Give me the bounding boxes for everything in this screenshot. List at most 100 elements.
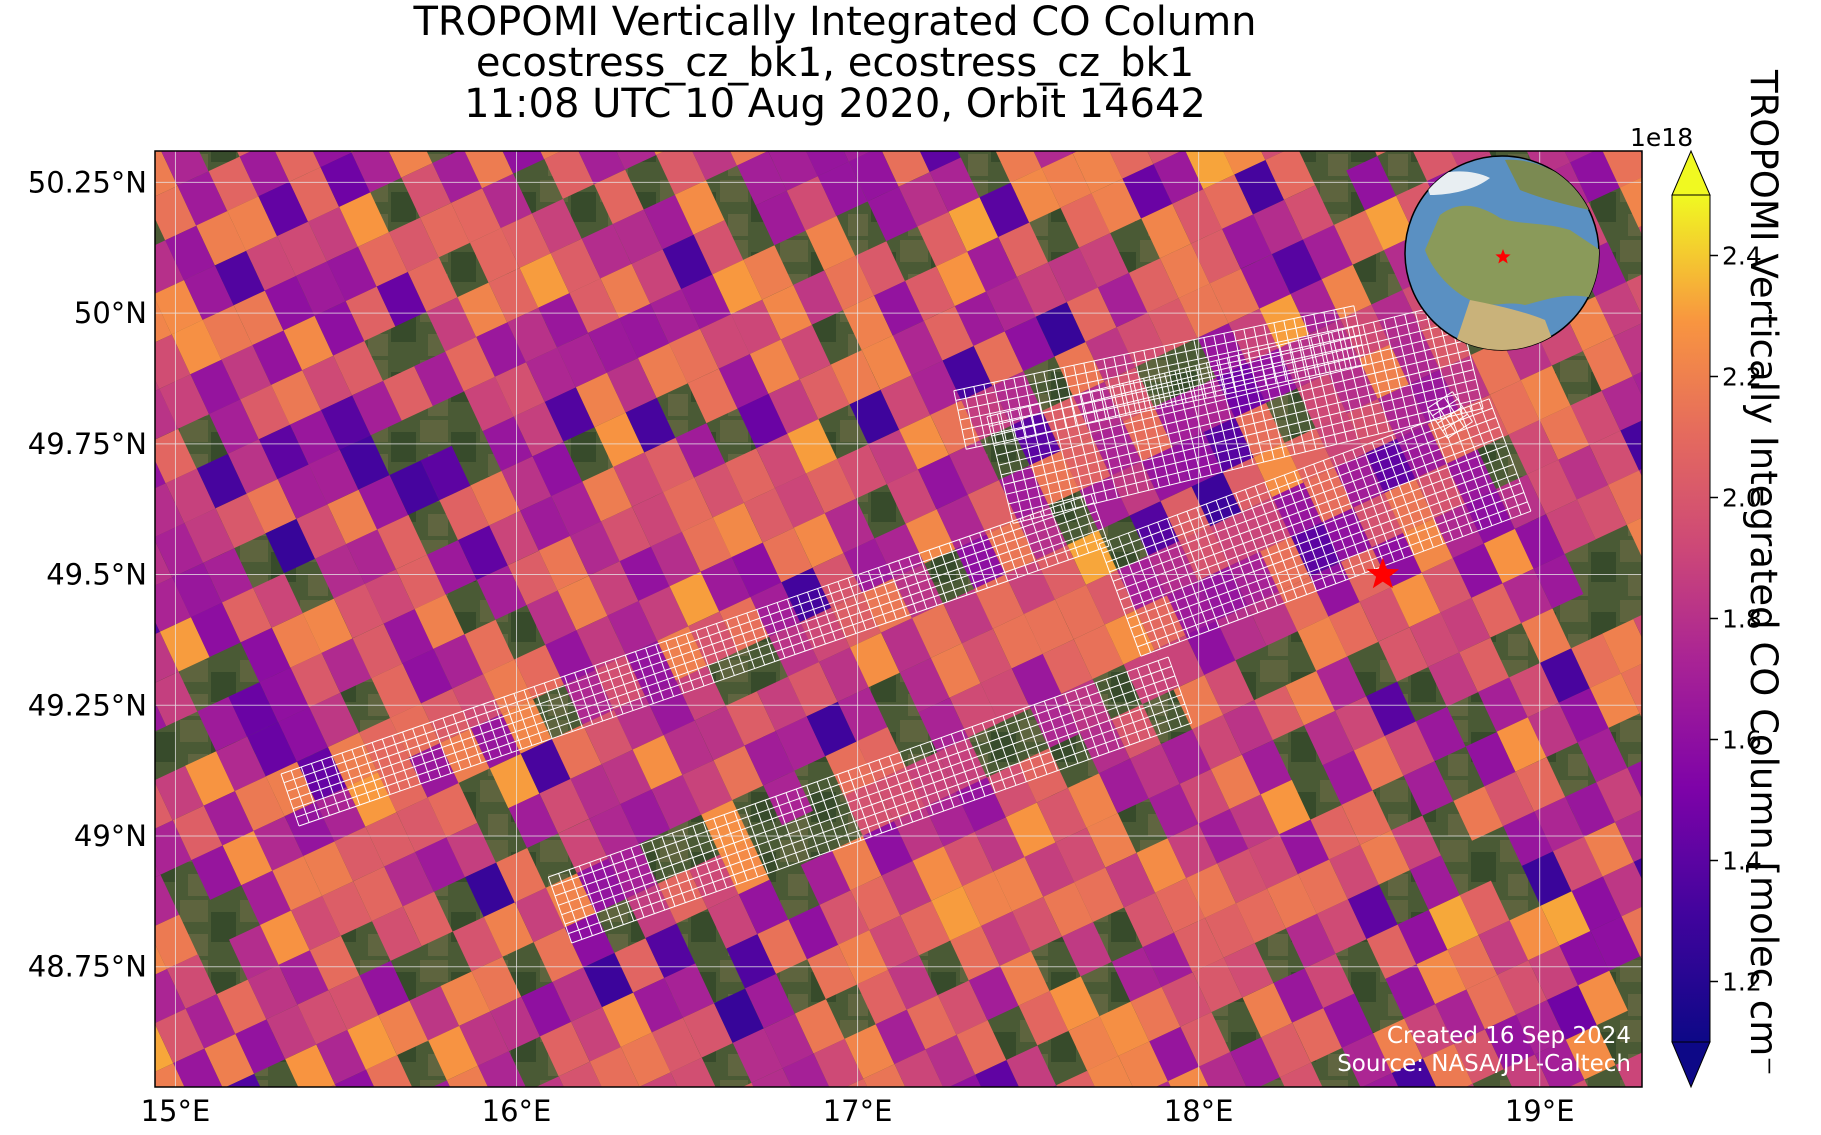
co-pixel [401,163,451,218]
co-pixel [675,423,726,478]
co-pixel [1236,888,1286,944]
co-pixel [1267,874,1317,929]
co-pixel [285,1044,335,1087]
co-pixel [471,956,522,1012]
co-pixel [155,577,191,632]
co-pixel [1335,696,1385,751]
co-pixel [831,835,882,891]
co-pixel [321,395,371,450]
co-pixel [241,870,291,926]
co-pixel [389,217,439,273]
co-pixel [521,982,571,1037]
co-pixel [601,506,651,562]
co-pixel [874,280,924,336]
co-pixel [974,817,1025,872]
co-pixel [1271,239,1322,294]
co-pixel [575,151,625,185]
co-pixel [608,1086,659,1087]
co-pixel [589,1047,640,1087]
co-pixel [1041,153,1092,208]
co-pixel [663,720,714,775]
co-pixel [794,999,845,1054]
co-pixel [639,1072,690,1087]
co-pixel [594,412,645,468]
co-pixel [576,615,627,671]
co-pixel [1035,302,1086,357]
co-pixel [1167,823,1218,879]
co-pixel [1074,867,1124,923]
co-pixel [949,683,1000,738]
co-pixel [172,805,223,861]
co-pixel [1515,757,1566,812]
co-pixel [402,648,453,704]
co-pixel [737,393,788,449]
co-pixel [743,245,794,300]
co-pixel [1404,1004,1454,1059]
co-pixel [1471,583,1522,638]
co-pixel [155,592,160,647]
co-pixel [1148,783,1199,839]
co-pixel [339,435,390,490]
co-pixel [619,546,670,601]
co-pixel [1601,151,1642,188]
target-star-marker [1366,557,1399,589]
co-pixel [459,1011,509,1066]
co-pixel [385,1095,435,1135]
co-pixel [606,151,657,170]
co-pixel [227,196,277,251]
co-pixel [1595,281,1642,337]
co-pixel [1521,851,1572,906]
co-pixel [1411,1098,1461,1135]
co-pixel [749,339,800,394]
co-pixel [155,240,184,295]
co-pixel [177,171,228,226]
co-pixel [799,364,850,420]
co-pixel [662,234,713,290]
co-pixel [981,911,1031,966]
co-pixel [1024,842,1075,897]
co-pixel [304,1084,354,1087]
co-pixel [1222,214,1272,269]
co-pixel [1072,151,1123,194]
co-pixel [1391,1058,1442,1087]
co-pixel [954,291,1005,347]
co-pixel [674,180,725,235]
co-pixel [558,1061,609,1087]
co-pixel [1192,714,1242,770]
colorbar-tick-label: 1.6 [1722,726,1762,755]
co-pixel [1260,779,1311,835]
co-pixel [234,776,285,831]
co-pixel [185,751,235,806]
co-pixel [428,1025,478,1081]
co-pixel [619,303,669,359]
co-pixel [221,345,272,400]
co-pixel [1136,838,1187,893]
co-pixel [1478,920,1529,975]
co-pixel [1079,233,1129,288]
co-pixel [532,198,582,254]
co-pixel [1441,1083,1492,1087]
co-pixel [893,806,944,862]
co-pixel [1260,537,1310,592]
co-pixel [1310,805,1361,860]
co-pixel [203,548,253,603]
co-pixel [1428,652,1478,707]
co-pixel [155,151,178,201]
co-pixel [464,376,514,432]
co-pixel [720,1082,771,1087]
co-pixel [155,969,186,1024]
co-pixel [155,1023,174,1078]
co-pixel [1358,151,1409,156]
co-pixel [719,839,770,895]
co-pixel [1160,243,1210,299]
co-pixel [371,663,422,718]
co-pixel [1329,844,1379,900]
co-pixel [1067,530,1118,585]
co-pixel [371,906,422,961]
co-pixel [1123,649,1174,705]
co-pixel [930,400,980,455]
co-pixel [875,766,925,822]
co-pixel [894,1049,945,1087]
co-pixel [1353,736,1404,791]
co-pixel [1254,685,1304,741]
